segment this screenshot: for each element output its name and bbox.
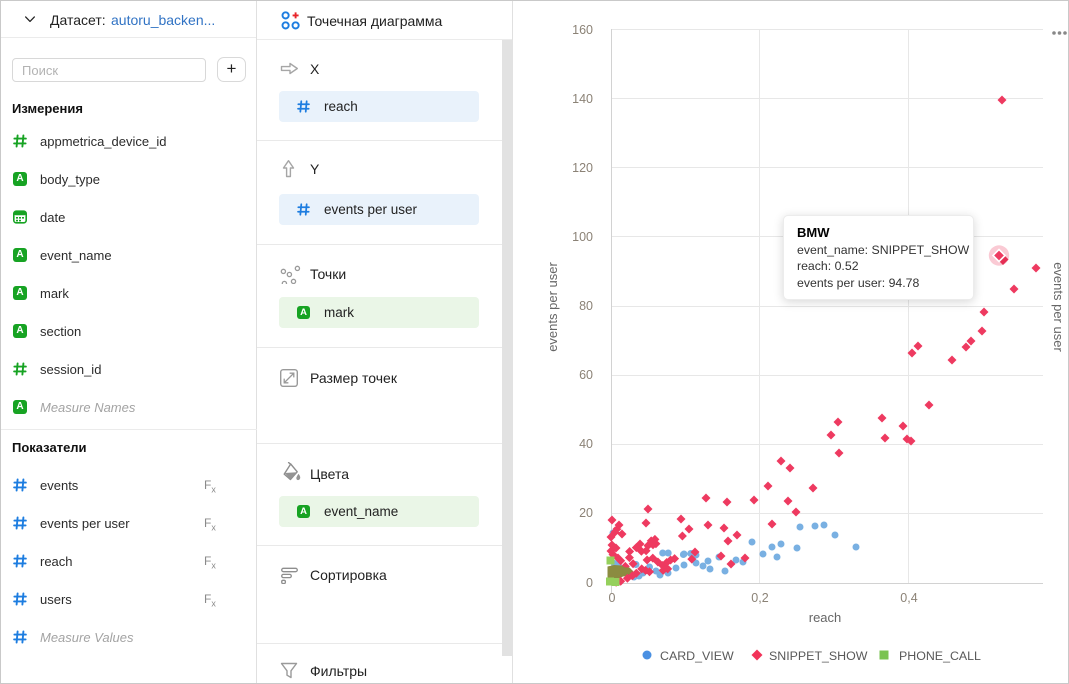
svg-text:140: 140	[572, 92, 593, 106]
svg-text:0: 0	[609, 591, 616, 605]
svg-text:0,2: 0,2	[751, 591, 768, 605]
svg-text:20: 20	[579, 506, 593, 520]
svg-text:60: 60	[579, 368, 593, 382]
svg-text:40: 40	[579, 437, 593, 451]
svg-text:0,4: 0,4	[900, 591, 917, 605]
svg-text:120: 120	[572, 161, 593, 175]
svg-text:events per user: events per user	[1051, 262, 1066, 352]
svg-text:160: 160	[572, 23, 593, 37]
svg-text:PHONE_CALL: PHONE_CALL	[899, 649, 981, 663]
svg-text:events per user: events per user	[545, 262, 560, 352]
svg-text:100: 100	[572, 230, 593, 244]
svg-text:80: 80	[579, 299, 593, 313]
svg-text:SNIPPET_SHOW: SNIPPET_SHOW	[769, 649, 868, 663]
svg-text:CARD_VIEW: CARD_VIEW	[660, 649, 734, 663]
svg-text:0: 0	[586, 576, 593, 590]
svg-text:reach: reach	[809, 610, 842, 625]
